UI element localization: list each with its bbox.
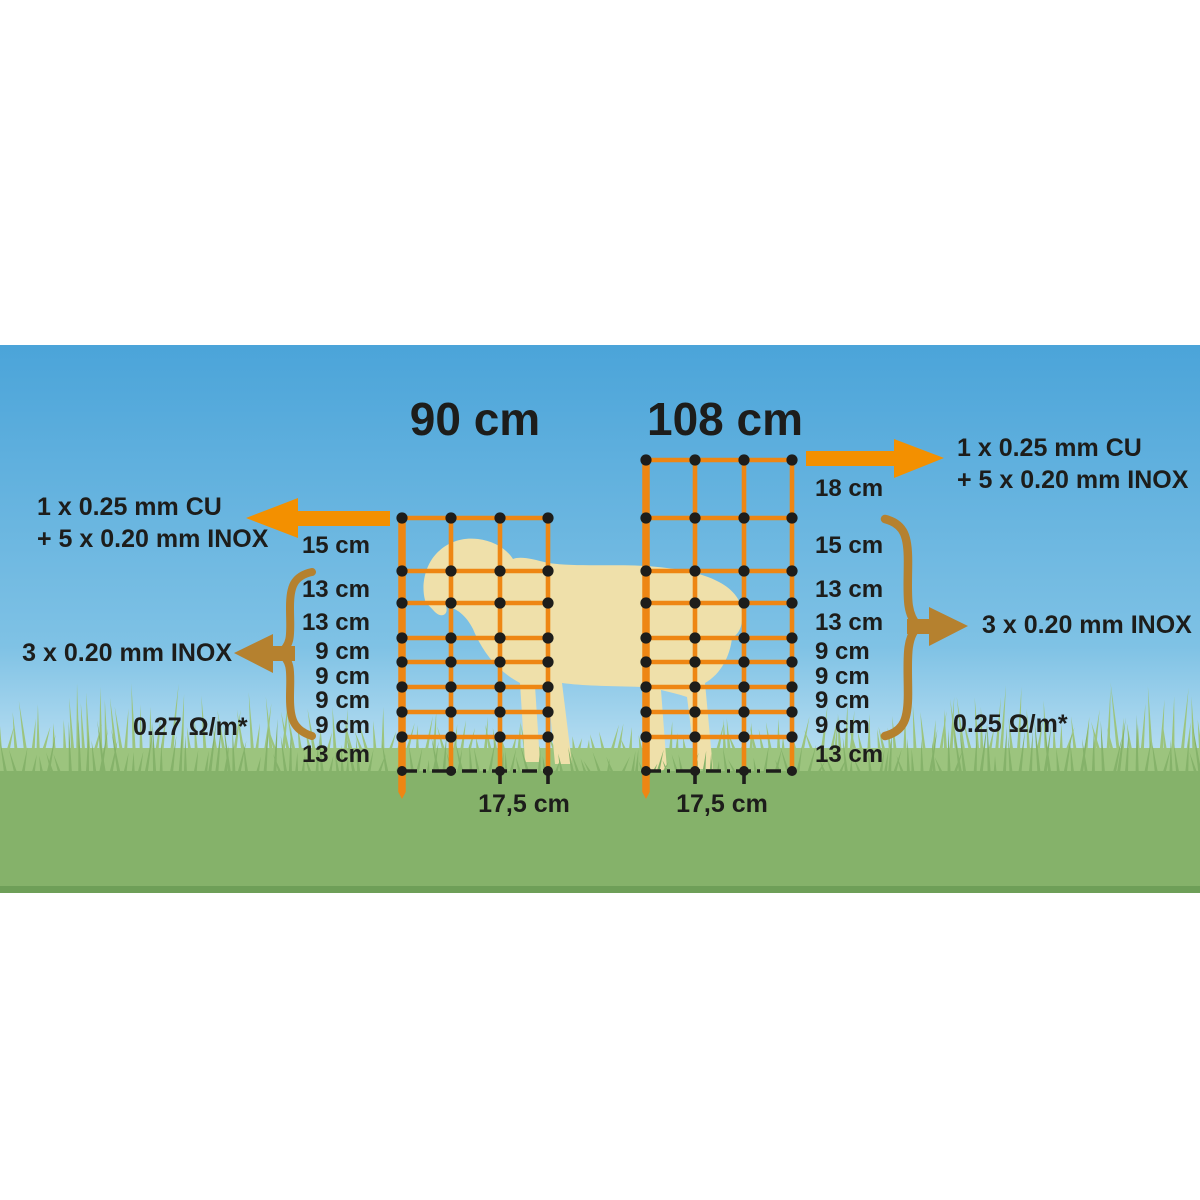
net-90-top-conductor-spec: 1 x 0.25 mm CU + 5 x 0.20 mm INOX	[37, 491, 268, 555]
net-108-height-title: 108 cm	[647, 393, 804, 445]
net-90-mesh-width: 17,5 cm	[478, 790, 570, 818]
net-90cm-grid	[396, 512, 554, 799]
net-108-top-conductor-line1: 1 x 0.25 mm CU	[957, 434, 1142, 462]
net-90-spacing-8: 13 cm	[301, 741, 370, 768]
net-90-middle-conductor-spec: 3 x 0.20 mm INOX	[22, 639, 232, 667]
net-108-spacing-4: 13 cm	[815, 609, 884, 636]
net-108-spacing-1: 18 cm	[815, 475, 884, 502]
net-108cm-grid	[640, 454, 798, 799]
net-90-spacing-6: 9 cm	[315, 687, 370, 714]
brace-arrow-right-icon	[907, 607, 968, 646]
net-90-spacing-7: 9 cm	[315, 712, 370, 739]
net-108-spacing-3: 13 cm	[815, 576, 884, 603]
net-90-spacing-3: 13 cm	[301, 609, 370, 636]
net-108-spacing-5: 9 cm	[815, 638, 870, 665]
net-108-spacing-2: 15 cm	[815, 532, 884, 559]
net-90-spacing-4: 9 cm	[315, 638, 370, 665]
diagram-graphics	[0, 345, 1200, 893]
arrow-right-icon	[806, 439, 944, 478]
net-108-resistance: 0.25 Ω/m*	[953, 710, 1068, 738]
net-90-spacing-2: 13 cm	[301, 576, 370, 603]
net-108-spacing-8: 9 cm	[815, 712, 870, 739]
soil-strip	[0, 886, 1200, 893]
net-108-spacing-6: 9 cm	[815, 663, 870, 690]
net-108-top-conductor-spec: 1 x 0.25 mm CU + 5 x 0.20 mm INOX	[957, 432, 1188, 496]
net-108-top-conductor-line2: + 5 x 0.20 mm INOX	[957, 466, 1189, 494]
net-108-spacing-7: 9 cm	[815, 687, 870, 714]
net-90-spacing-1: 15 cm	[301, 532, 370, 559]
net-90-height-title: 90 cm	[409, 393, 541, 445]
brace-arrow-left-icon	[234, 634, 295, 673]
net-90-resistance: 0.27 Ω/m*	[133, 713, 248, 741]
net-90-spacing-5: 9 cm	[315, 663, 370, 690]
net-90-top-conductor-line2: + 5 x 0.20 mm INOX	[37, 525, 269, 553]
net-108-middle-conductor-spec: 3 x 0.20 mm INOX	[982, 611, 1192, 639]
net-90-top-conductor-line1: 1 x 0.25 mm CU	[37, 493, 222, 521]
net-108-spacing-9: 13 cm	[815, 741, 884, 768]
pasture-scene: 90 cm 108 cm 1 x 0.25 mm CU + 5 x 0.20 m…	[0, 345, 1200, 893]
net-108-mesh-width: 17,5 cm	[676, 790, 768, 818]
arrow-left-icon	[246, 498, 390, 538]
